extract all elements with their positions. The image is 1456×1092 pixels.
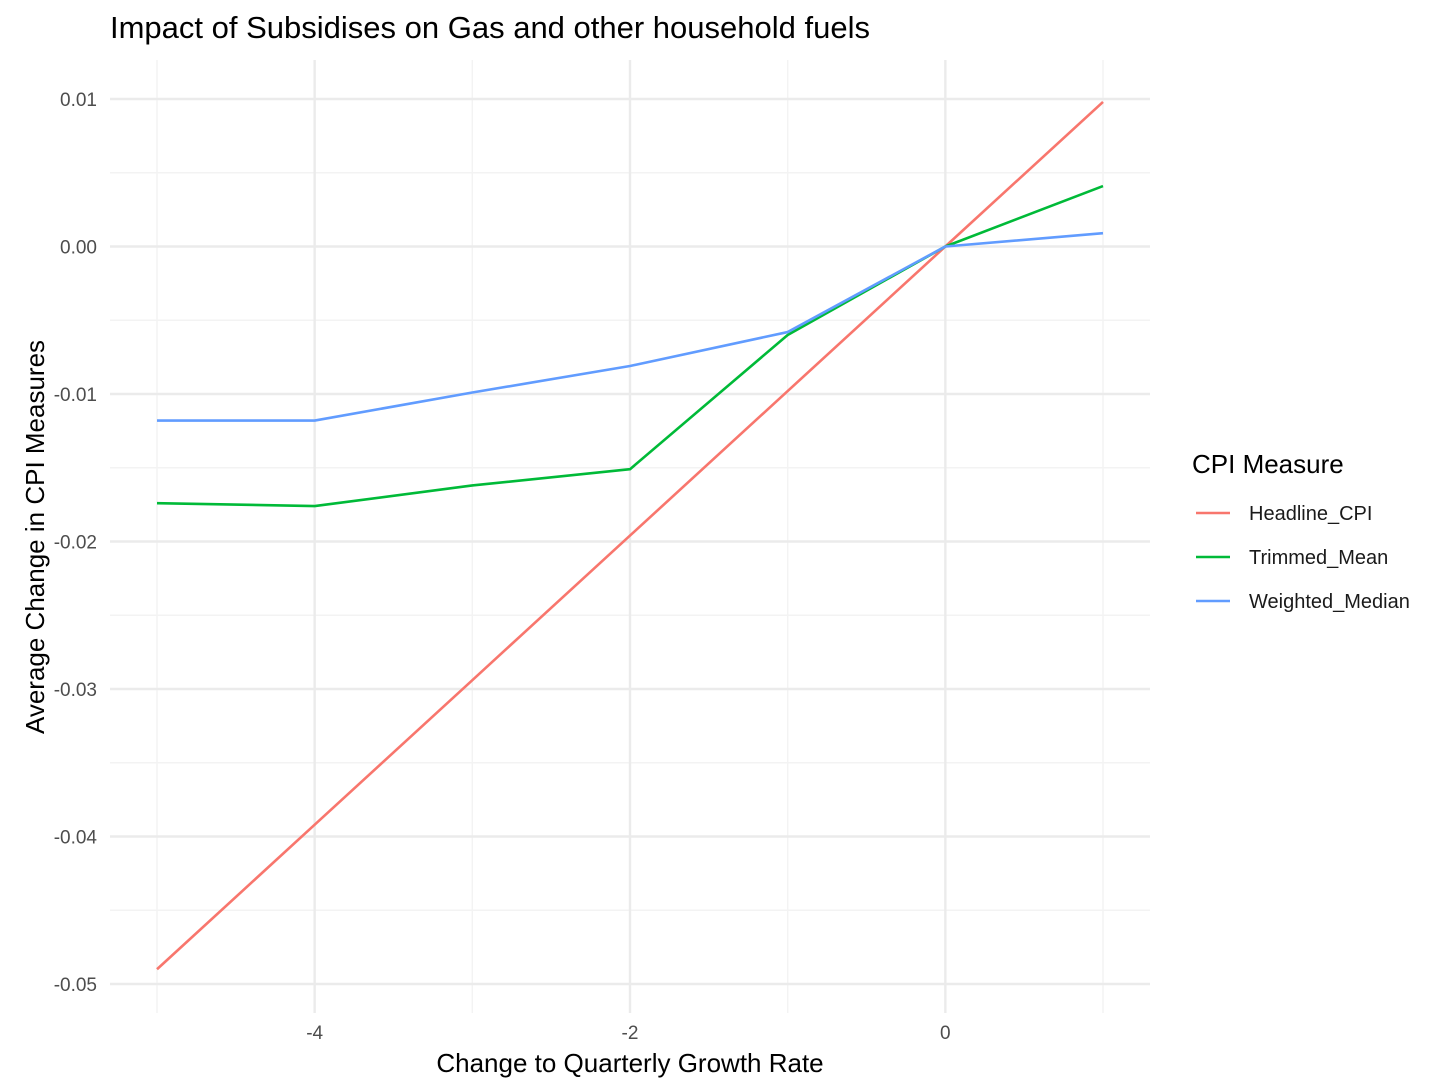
x-axis-ticks: -4 -2 0 bbox=[306, 1023, 950, 1044]
y-tick-label: -0.03 bbox=[54, 680, 97, 701]
legend-label: Weighted_Median bbox=[1249, 591, 1410, 613]
x-tick-label: 0 bbox=[940, 1023, 951, 1044]
series-line-weighted-median bbox=[157, 231, 1104, 422]
x-tick-label: -2 bbox=[622, 1023, 639, 1044]
x-axis-title: Change to Quarterly Growth Rate bbox=[436, 1048, 823, 1078]
y-tick-label: 0.01 bbox=[60, 90, 97, 111]
legend-label: Trimmed_Mean bbox=[1249, 547, 1388, 569]
y-tick-label: -0.01 bbox=[54, 385, 97, 406]
legend: CPI Measure Headline_CPI Trimmed_Mean Weig… bbox=[1192, 449, 1410, 613]
y-tick-label: -0.05 bbox=[54, 975, 97, 996]
legend-title: CPI Measure bbox=[1192, 449, 1344, 479]
y-tick-label: -0.04 bbox=[54, 828, 98, 849]
y-axis-title: Average Change in CPI Measures bbox=[20, 340, 50, 734]
y-tick-label: 0.00 bbox=[60, 238, 97, 259]
series-lines bbox=[156, 100, 1104, 971]
grid bbox=[110, 60, 1150, 1013]
y-axis-ticks: -0.05 -0.04 -0.03 -0.02 -0.01 0.00 0.01 bbox=[54, 90, 98, 996]
y-tick-label: -0.02 bbox=[54, 533, 97, 554]
legend-label: Headline_CPI bbox=[1249, 503, 1372, 525]
x-tick-label: -4 bbox=[306, 1023, 323, 1044]
chart-title: Impact of Subsidises on Gas and other ho… bbox=[110, 10, 870, 45]
